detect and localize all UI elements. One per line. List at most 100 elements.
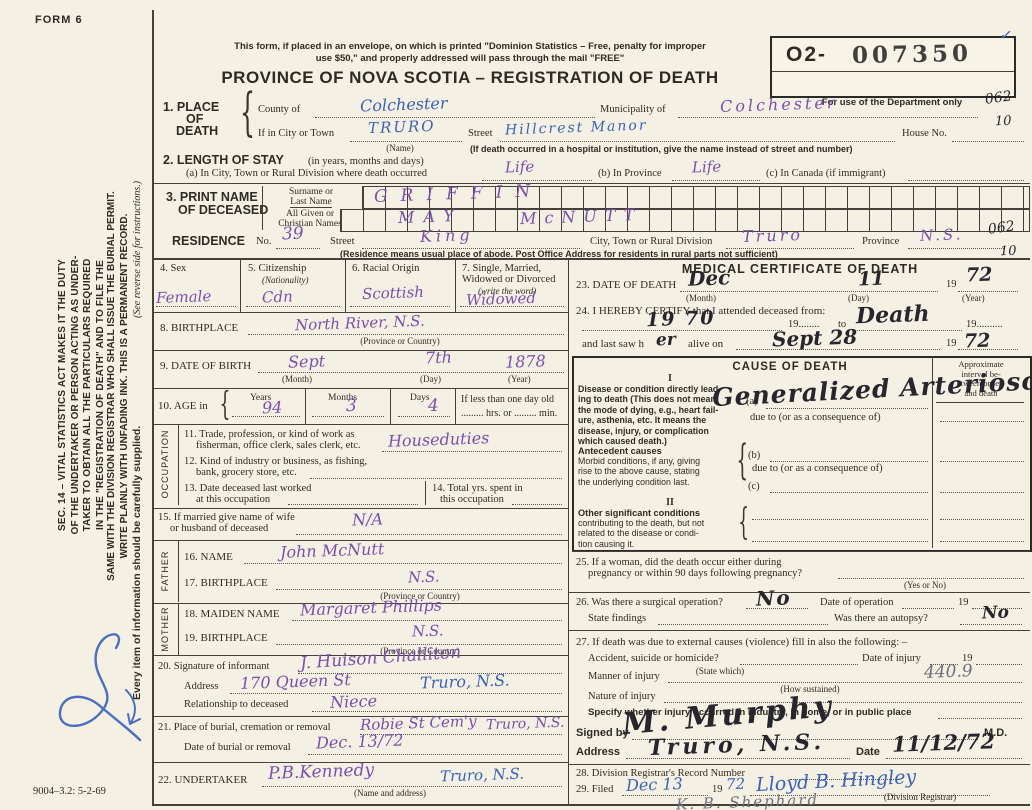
physician-addr-label: Address: [576, 746, 621, 758]
disease-line: which caused death.): [578, 436, 667, 447]
burial-date-value: Dec. 13/72: [315, 730, 404, 753]
burial-date-label: Date of burial or removal: [184, 742, 291, 753]
sign-date-value: 11/12/72: [891, 728, 996, 757]
given-label-l1: All Given or: [285, 209, 335, 219]
interval-line: interval be-: [961, 368, 1001, 379]
occupation-label-2: fisherman, office clerk, sales clerk, et…: [196, 440, 361, 451]
total-years-line: [512, 504, 562, 505]
registration-number-prefix: O2-: [786, 43, 828, 66]
disease-line: ing to death (This does not mean: [578, 394, 716, 405]
informant-addr-value1: 170 Queen St: [239, 670, 352, 693]
s2-title: 2. LENGTH OF STAY: [163, 153, 284, 167]
last-saw-label-b: alive on: [688, 338, 724, 350]
state-which-sub: (State which): [695, 666, 745, 676]
informant-addr-label: Address: [184, 681, 219, 692]
interval-line: Approximate: [958, 359, 1004, 369]
given-name-boxes: [340, 209, 1030, 232]
mother-birthplace-line: [276, 644, 562, 645]
manner-line: [668, 682, 1022, 683]
operation-label: 26. Was there a surgical operation?: [576, 597, 723, 608]
informant-rel-label: Relationship to deceased: [184, 699, 289, 710]
s2-title-sub: (in years, months and days): [308, 156, 424, 167]
operation-year-line: [972, 608, 1022, 609]
pregnancy-label-1: 25. If a woman, did the death occur eith…: [576, 557, 782, 568]
autopsy-value: No: [981, 602, 1010, 624]
city-town-label: If in City or Town: [258, 128, 335, 139]
spouse-line: [296, 534, 562, 535]
pencil-name: K. B. Shephard: [675, 790, 820, 810]
birthplace-sub: (Province or Country): [360, 336, 440, 346]
surname-label-l1: Surname or: [288, 187, 334, 197]
notice-line: WRITE PLAINLY WITH UNFADING INK. THIS IS…: [118, 213, 130, 559]
city-town-value: TRURO: [367, 116, 436, 138]
residence-city-value: Truro: [741, 224, 804, 247]
specify-line: [938, 718, 1022, 719]
spouse-label-1: 15. If married give name of wife: [158, 512, 295, 523]
interval-dots-d: [940, 519, 1024, 520]
cause-due2: due to (or as a consequence of): [752, 463, 883, 474]
surname-label: Surname or Last Name: [264, 187, 358, 208]
rule: [936, 402, 1024, 403]
marital-value: Widowed: [465, 288, 537, 310]
name-sub-label: (Name): [386, 143, 414, 153]
interval-dots-c: [940, 492, 1024, 493]
notice-line: TAKER TO OBTAIN ALL THE PARTICULARS REQU…: [82, 258, 93, 532]
s1-brace: {: [239, 83, 256, 144]
stay-a-value: Life: [504, 157, 535, 177]
rule: [572, 551, 1030, 552]
manner-code-value: 440.9: [923, 661, 974, 683]
other-line: tion causing it.: [578, 538, 635, 549]
interval-line: and death: [964, 387, 998, 398]
total-years-label-2: this occupation: [440, 494, 504, 505]
rule: [178, 424, 179, 505]
occupation-value: Houseduties: [387, 428, 490, 451]
undertaker-line: [262, 786, 562, 787]
interval-dots-b: [940, 461, 1024, 462]
age-days-label: Days: [410, 393, 430, 403]
dob-line: [258, 372, 564, 373]
pregnancy-line: [838, 578, 1024, 579]
death-year-value: 72: [965, 263, 993, 287]
marital-label-2: Widowed or Divorced: [462, 274, 556, 285]
cause-due1: due to (or as a consequence of): [750, 412, 881, 423]
marital-label-1: 7. Single, Married,: [462, 263, 542, 274]
dob-label: 9. DATE OF BIRTH: [160, 360, 252, 372]
filed-date-value: Dec 13: [625, 774, 684, 795]
age-label: 10. AGE in: [158, 400, 208, 412]
death-day-value: 11: [857, 267, 885, 291]
rule: [152, 312, 568, 313]
dept-code2-top: 062: [987, 218, 1016, 238]
rule: [425, 481, 426, 505]
injury-date-line: [930, 664, 958, 665]
mother-birthplace-value: N.S.: [411, 621, 444, 641]
rule: [152, 655, 568, 656]
sex-value: Female: [155, 287, 212, 307]
rule: [345, 258, 346, 312]
blue-scribble-mark: [58, 633, 142, 742]
residence-label: RESIDENCE: [172, 234, 245, 248]
racial-origin-value: Scottish: [361, 282, 425, 304]
certify-to-line: [852, 330, 962, 331]
other-line-1: [752, 519, 928, 520]
rule: [152, 603, 568, 604]
interval-dots-a: [940, 421, 1024, 422]
stay-c-label: (c) In Canada (if immigrant): [766, 168, 886, 179]
informant-signature: J. Huison Challiton: [299, 642, 462, 674]
certify-to: to: [838, 319, 847, 330]
sign-date-line: [886, 758, 1022, 759]
cause-part-I: I: [668, 373, 672, 384]
death-day-sub: (Day): [848, 293, 869, 303]
page-title: PROVINCE OF NOVA SCOTIA – REGISTRATION O…: [221, 68, 719, 87]
rule: [178, 572, 568, 573]
column-divider: [568, 258, 569, 804]
death-year-line: [958, 291, 1018, 292]
spouse-label-2: or husband of deceased: [170, 523, 269, 534]
cause-part-II: II: [666, 497, 674, 508]
industry-label-1: 12. Kind of industry or business, as fis…: [184, 456, 368, 467]
mother-birthplace-sub: (Province or Country): [380, 646, 460, 656]
rule: [455, 388, 456, 424]
how-sustained-sub: (How sustained): [780, 684, 840, 694]
last-saw-line: [736, 349, 940, 350]
record-number-line: [790, 779, 900, 780]
antecedent-brace: {: [736, 437, 749, 485]
